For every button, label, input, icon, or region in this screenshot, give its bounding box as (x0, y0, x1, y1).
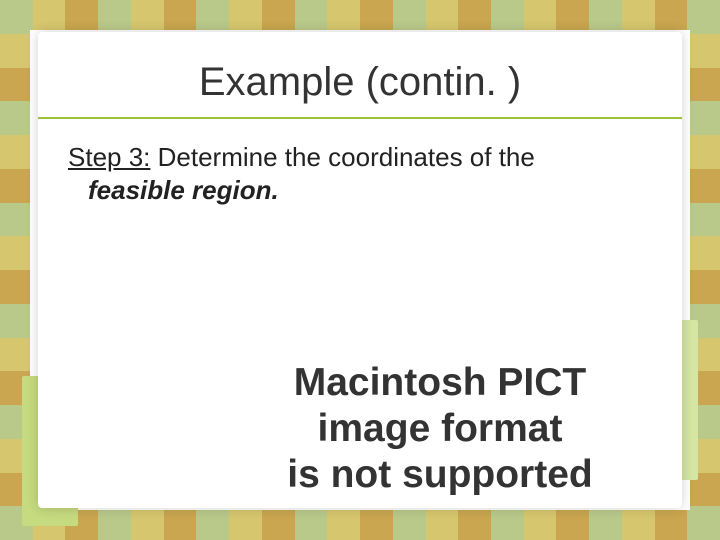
slide-body: Step 3: Determine the coordinates of the… (64, 141, 656, 208)
pict-unsupported-box: Macintosh PICT image format is not suppo… (230, 360, 650, 498)
pict-line1: Macintosh PICT (230, 360, 650, 406)
title-rule (38, 117, 682, 119)
pict-line3: is not supported (230, 452, 650, 498)
body-line1: Determine the coordinates of the (150, 142, 534, 172)
pict-line2: image format (230, 406, 650, 452)
slide-card: Example (contin. ) Step 3: Determine the… (38, 32, 682, 508)
body-line2: feasible region. (68, 175, 279, 205)
slide-title: Example (contin. ) (64, 60, 656, 111)
step-label: Step 3: (68, 142, 150, 172)
